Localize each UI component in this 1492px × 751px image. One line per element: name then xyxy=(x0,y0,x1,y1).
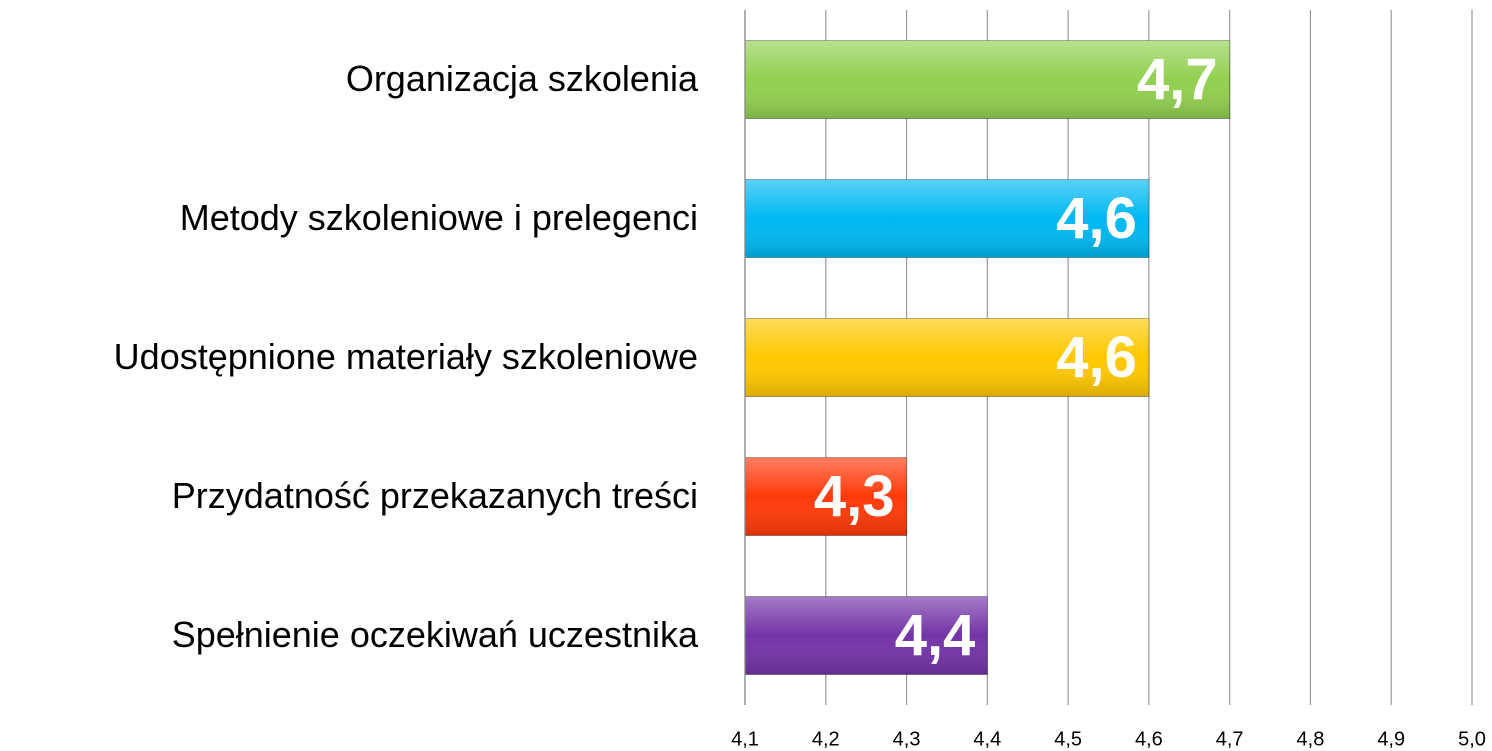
category-label: Metody szkoleniowe i prelegenci xyxy=(180,197,698,238)
x-tick-label: 4,1 xyxy=(731,728,759,750)
x-tick-label: 4,3 xyxy=(893,728,921,750)
bar-shine xyxy=(745,179,1149,258)
value-label: 4,6 xyxy=(1056,325,1137,390)
value-label: 4,3 xyxy=(814,464,895,529)
bar-shine xyxy=(745,457,907,536)
bar-shine xyxy=(745,318,1149,397)
value-label: 4,4 xyxy=(895,603,976,668)
value-label: 4,7 xyxy=(1137,47,1218,112)
bar-shine xyxy=(745,596,988,675)
category-label: Organizacja szkolenia xyxy=(346,58,699,99)
x-tick-label: 4,2 xyxy=(812,728,840,750)
category-label: Udostępnione materiały szkoleniowe xyxy=(114,336,698,377)
x-tick-label: 5,0 xyxy=(1458,728,1486,750)
x-tick-label: 4,4 xyxy=(973,728,1001,750)
x-tick-label: 4,5 xyxy=(1054,728,1082,750)
x-tick-label: 4,6 xyxy=(1135,728,1163,750)
bar-shine xyxy=(745,40,1230,119)
category-label: Przydatność przekazanych treści xyxy=(172,475,698,516)
category-label: Spełnienie oczekiwań uczestnika xyxy=(172,614,699,655)
x-tick-label: 4,8 xyxy=(1297,728,1325,750)
x-tick-label: 4,9 xyxy=(1377,728,1405,750)
value-label: 4,6 xyxy=(1056,186,1137,251)
x-tick-label: 4,7 xyxy=(1216,728,1244,750)
